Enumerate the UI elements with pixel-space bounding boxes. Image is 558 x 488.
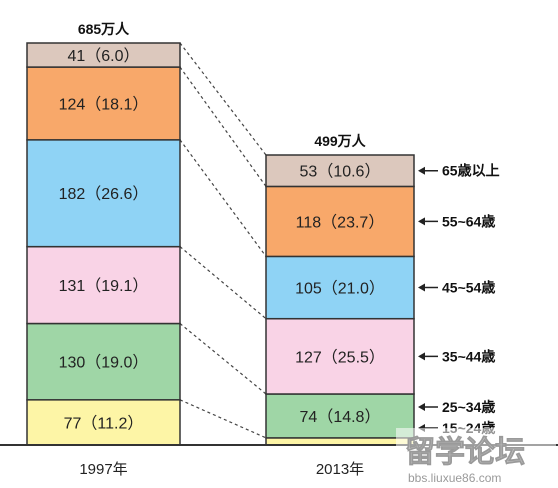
bar-segment <box>26 322 181 401</box>
connector-line <box>179 139 267 257</box>
connector-line <box>179 246 267 320</box>
data-label: 182（26.6） <box>59 185 149 203</box>
legend-arrow-head <box>418 217 425 226</box>
data-label: 124（18.1） <box>59 95 149 113</box>
bar-segment <box>265 185 415 258</box>
x-tick-label: 1997年 <box>79 461 127 478</box>
connector-line <box>179 323 267 395</box>
legend-label: 55~64歳 <box>442 213 495 229</box>
connector-line <box>179 66 267 187</box>
watermark-logo-text: 留学论坛 <box>405 435 525 469</box>
data-label: 130（19.0） <box>59 354 149 372</box>
bar-segment <box>265 255 415 320</box>
legend-label: 35~44歳 <box>442 348 495 364</box>
legend-label: 45~54歳 <box>442 280 495 296</box>
data-label: 127（25.5） <box>295 348 385 366</box>
bar-segment <box>265 317 415 395</box>
legend-arrow-head <box>418 166 425 175</box>
data-label: 131（19.1） <box>59 277 149 295</box>
connector-line <box>179 399 267 439</box>
watermark-backdrop <box>396 428 556 486</box>
bar-segment <box>26 42 181 68</box>
bar-segment <box>265 154 415 188</box>
legend-item: 35~44歳 <box>418 348 495 364</box>
watermark-url: bbs.liuxue86.com <box>408 471 501 485</box>
data-label: 77（11.2） <box>64 414 144 432</box>
segment-labels: 77（11.2） 130（19.0） 131（19.1） 182（26.6） 124（1… <box>59 47 385 432</box>
data-label: 53（10.6） <box>300 163 381 181</box>
legend-label: 25~34歳 <box>442 399 495 415</box>
bar-segments <box>26 42 415 446</box>
legend-item: 55~64歳 <box>418 213 495 229</box>
data-label: 41（6.0） <box>67 47 139 65</box>
total-labels: 685万人 499万人 <box>78 21 367 149</box>
bar-segment <box>265 393 415 439</box>
bar-segment <box>265 437 415 446</box>
data-label: 74（14.8） <box>300 408 381 426</box>
x-tick-label: 2013年 <box>316 461 364 478</box>
legend-arrow-head <box>418 352 425 361</box>
legend-item: 65歳以上 <box>418 163 500 179</box>
total-label: 499万人 <box>314 133 366 149</box>
data-label: 118（23.7） <box>296 213 385 231</box>
legend-label: 65歳以上 <box>442 163 500 179</box>
legend-arrow-head <box>418 283 425 292</box>
bar-segment <box>26 66 181 141</box>
data-label: 105（21.0） <box>295 280 385 298</box>
legend-item: 45~54歳 <box>418 280 495 296</box>
total-label: 685万人 <box>78 21 130 37</box>
x-axis-labels: 1997年 2013年 <box>79 461 364 478</box>
legend-item: 25~34歳 <box>418 399 495 415</box>
legend-arrow-head <box>418 403 425 411</box>
bar-segment <box>26 399 181 446</box>
connector-line <box>179 42 267 156</box>
connector-lines <box>179 42 267 439</box>
watermark-logo: 留学论坛 bbs.liuxue86.com <box>396 428 556 486</box>
bar-segment <box>26 139 181 248</box>
